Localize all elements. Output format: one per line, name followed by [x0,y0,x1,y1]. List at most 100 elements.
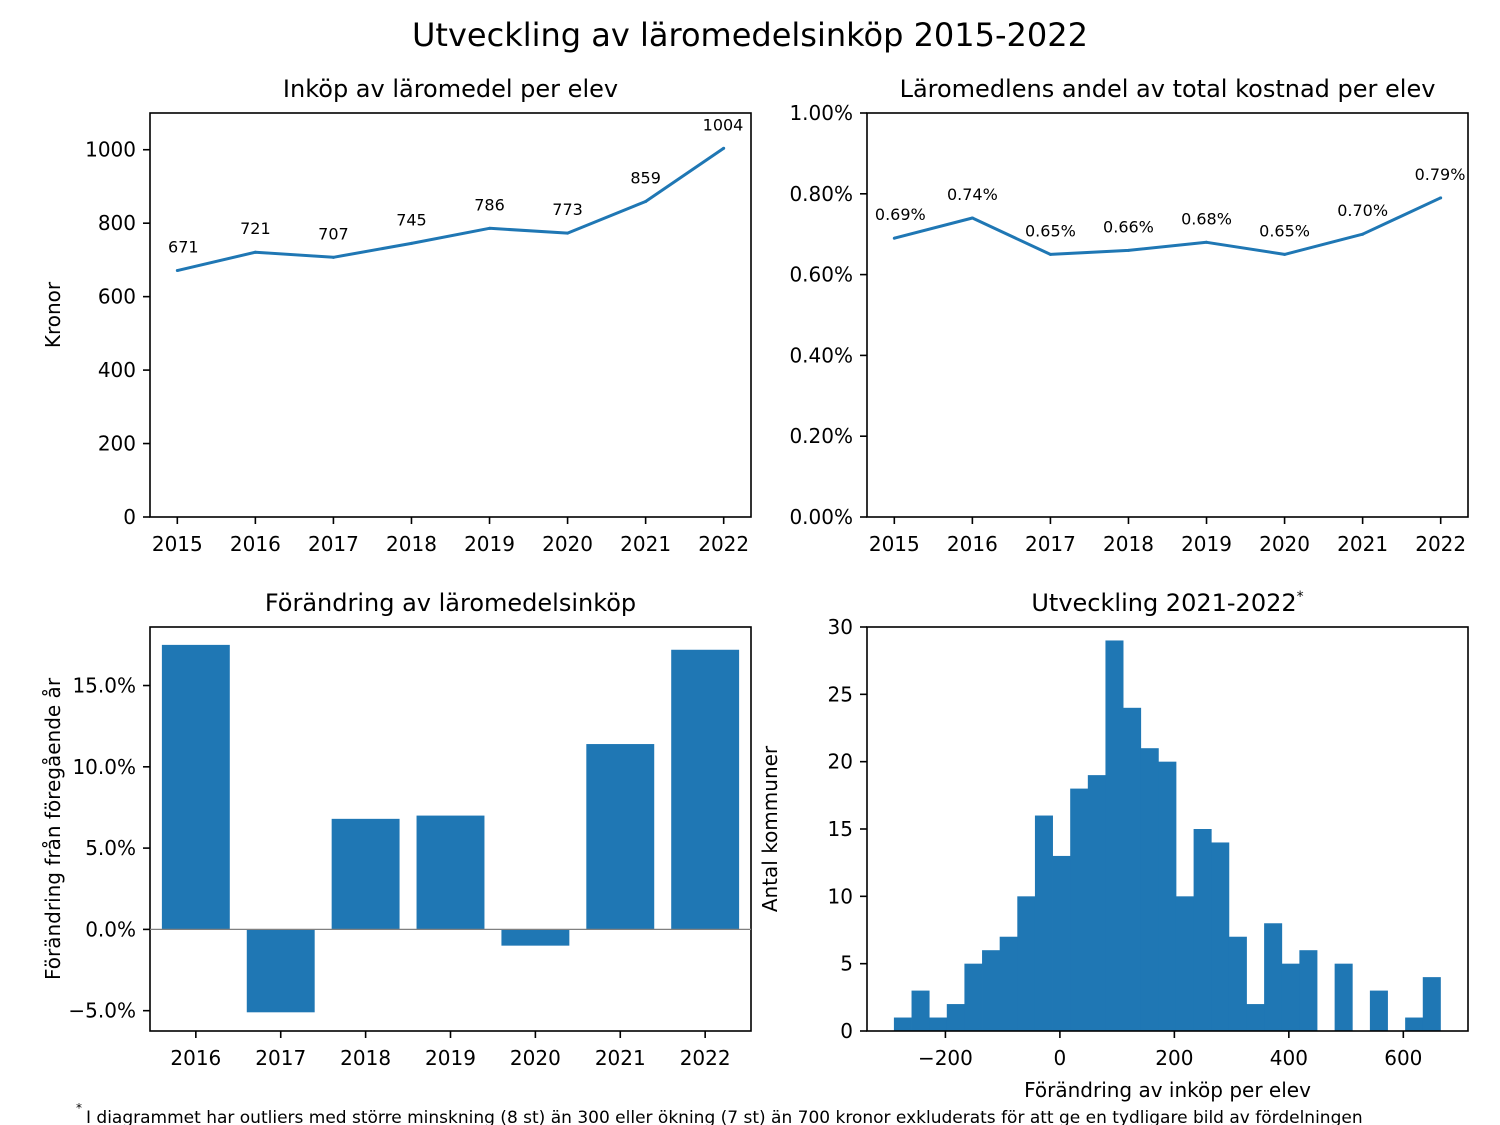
y-tick-label: 5.0% [85,836,136,860]
y-tick-label: 15 [828,817,853,841]
x-tick-label: 2017 [1025,532,1076,556]
x-tick-label: 2022 [1415,532,1466,556]
data-point [566,231,570,235]
histogram-bar [893,1017,912,1031]
y-axis-label: Kronor [41,281,65,348]
footnote-text: I diagrammet har outliers med större min… [86,1108,1363,1125]
chart-title: Inköp av läromedel per elev [283,75,618,103]
bar [161,644,230,930]
histogram-bar [1158,761,1177,1031]
histogram-bar [929,1017,948,1031]
data-point [1361,232,1365,236]
y-axis-label: Antal kommuner [758,745,782,912]
data-label: 0.65% [1025,221,1076,240]
data-point [331,255,335,259]
footnote-mark: * [76,1101,82,1115]
series-line [176,147,725,273]
data-point [1439,196,1443,200]
data-label: 0.66% [1103,217,1154,236]
data-label: 859 [630,169,661,188]
series-line [893,196,1442,256]
data-point [1283,252,1287,256]
x-tick-label: 2016 [947,532,998,556]
bar [501,929,570,946]
y-tick-label: 0 [840,1019,853,1043]
data-point [1205,240,1209,244]
bar [246,929,315,1013]
y-tick-label: 0.20% [789,424,853,448]
histogram-bar [1422,977,1441,1031]
histogram-bar [1070,788,1089,1031]
x-tick-label: 0 [1054,1046,1067,1070]
histogram-bar [1228,936,1247,1031]
histogram-bar [1052,855,1071,1031]
data-label: 0.69% [875,205,926,224]
y-tick-label: 1000 [85,138,136,162]
x-tick-label: 2018 [1103,532,1154,556]
data-label: 0.79% [1415,165,1466,184]
y-tick-label: 30 [828,615,853,639]
y-tick-label: 600 [98,285,136,309]
y-tick-label: 1.00% [789,101,853,125]
panel-purchases-per-pupil: Inköp av läromedel per elev 0 200 400 600 800… [41,75,752,556]
x-axis-label: Förändring av inköp per elev [1024,1078,1311,1102]
x-tick-label: −200 [918,1046,973,1070]
data-point [175,269,179,273]
y-tick-label: 0.60% [789,263,853,287]
x-tick-label: 2020 [510,1046,561,1070]
histogram-bar [1193,829,1212,1031]
histogram-bar [1123,707,1142,1031]
chart-title: Läromedlens andel av total kostnad per e… [900,75,1436,103]
y-axis-label: Förändring från föregående år [41,677,65,980]
histogram-bar [1299,950,1318,1031]
y-tick-label: 0.40% [789,343,853,367]
x-tick-label: 2015 [869,532,920,556]
x-tick-label: 2022 [698,532,749,556]
data-label: 0.74% [947,185,998,204]
y-tick-label: −5.0% [68,999,136,1023]
histogram-bar [999,936,1018,1031]
data-point [1126,248,1130,252]
bar [331,818,400,930]
plot-frame [149,112,752,518]
data-point [892,236,896,240]
x-tick-label: 2021 [595,1046,646,1070]
data-label: 773 [552,200,583,219]
y-tick-label: 15.0% [72,674,136,698]
histogram-bar [1105,640,1124,1031]
histogram-bar [1087,775,1106,1031]
data-point [253,250,257,254]
y-tick-label: 10.0% [72,755,136,779]
data-label: 786 [474,195,505,214]
data-point [644,200,648,204]
histogram-bar [911,990,930,1031]
histogram-bar [1246,1004,1265,1031]
plot-frame [866,112,1469,518]
histogram-bar [1334,963,1353,1031]
plot-frame [866,626,1469,1032]
x-tick-label: 200 [1155,1046,1193,1070]
data-label: 1004 [703,115,744,134]
title-footnote-mark: * [1297,589,1304,605]
x-tick-label: 2019 [1181,532,1232,556]
data-point [722,146,726,150]
data-point [1048,252,1052,256]
x-tick-label: 2020 [542,532,593,556]
chart-title: Utveckling 2021-2022* [1031,589,1303,617]
x-tick-label: 2016 [170,1046,221,1070]
x-tick-label: 2021 [1337,532,1388,556]
data-label: 721 [240,219,271,238]
x-tick-label: 2020 [1259,532,1310,556]
x-tick-label: 2018 [340,1046,391,1070]
chart-title: Förändring av läromedelsinköp [265,589,636,617]
x-tick-label: 600 [1384,1046,1422,1070]
histogram-bar [1369,990,1388,1031]
histogram-bar [1211,842,1230,1031]
x-tick-label: 2016 [230,532,281,556]
histogram-bar [1140,748,1159,1031]
y-tick-label: 0.00% [789,505,853,529]
histogram-bar [964,963,983,1031]
x-tick-label: 2015 [152,532,203,556]
histogram-bar [982,950,1001,1031]
